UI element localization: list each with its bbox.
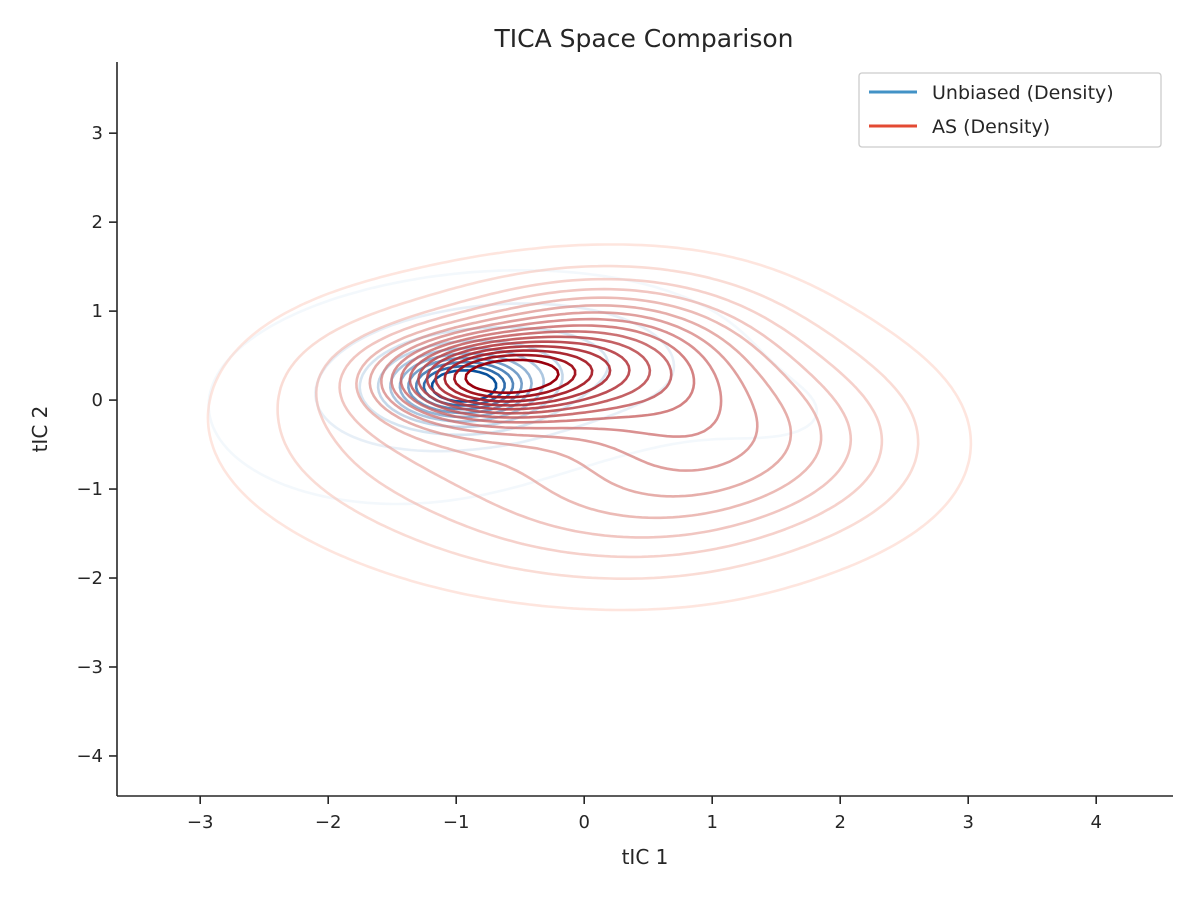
x-tick-label: −2: [315, 812, 342, 833]
as-density-contour: [453, 353, 577, 399]
y-tick-label: 0: [92, 390, 103, 411]
as-density-contour: [355, 296, 823, 520]
y-axis-label: tIC 2: [28, 406, 52, 453]
y-tick-label: 1: [92, 301, 103, 322]
unbiased-density-contour: [389, 346, 545, 423]
y-tick-label: 3: [92, 123, 103, 144]
contour-plot-area: [206, 243, 973, 612]
as-density-contour: [443, 349, 594, 403]
x-tick-label: 3: [962, 812, 973, 833]
y-tick-label: −2: [76, 568, 103, 589]
as-density-contour: [338, 287, 853, 539]
as-density-contour: [206, 243, 973, 612]
as-density-contour: [464, 358, 560, 394]
x-tick-label: 4: [1090, 812, 1101, 833]
as-density-contour: [417, 335, 652, 415]
x-tick-label: 0: [578, 812, 589, 833]
as-density-contour: [368, 304, 793, 498]
x-tick-label: 1: [706, 812, 717, 833]
x-tick-label: −1: [443, 812, 470, 833]
x-axis-label: tIC 1: [622, 845, 669, 869]
as-density-contour: [276, 264, 920, 580]
as-density-contour: [390, 317, 723, 438]
y-axis-ticks: −4 −3 −2 −1 0 1 2 3: [76, 123, 117, 767]
legend-frame: [858, 72, 1162, 148]
as-density-contour: [408, 330, 673, 419]
unbiased-density-contour: [207, 269, 819, 506]
as-density-contour: [399, 324, 696, 424]
y-tick-label: −3: [76, 657, 103, 678]
y-tick-label: −4: [76, 746, 103, 767]
x-tick-label: −3: [187, 812, 214, 833]
y-tick-label: −1: [76, 479, 103, 500]
as-density-contour: [315, 277, 884, 559]
as-density-contour: [425, 340, 631, 411]
x-axis-ticks: −3 −2 −1 0 1 2 3 4: [187, 796, 1102, 833]
as-density-contour: [434, 344, 612, 407]
y-tick-label: 2: [92, 212, 103, 233]
chart-title: TICA Space Comparison: [494, 24, 794, 53]
x-tick-label: 2: [834, 812, 845, 833]
legend-label-unbiased: Unbiased (Density): [932, 82, 1114, 104]
legend: Unbiased (Density) AS (Density): [858, 72, 1162, 148]
as-density-contour: [380, 311, 759, 472]
legend-label-as: AS (Density): [932, 116, 1050, 138]
